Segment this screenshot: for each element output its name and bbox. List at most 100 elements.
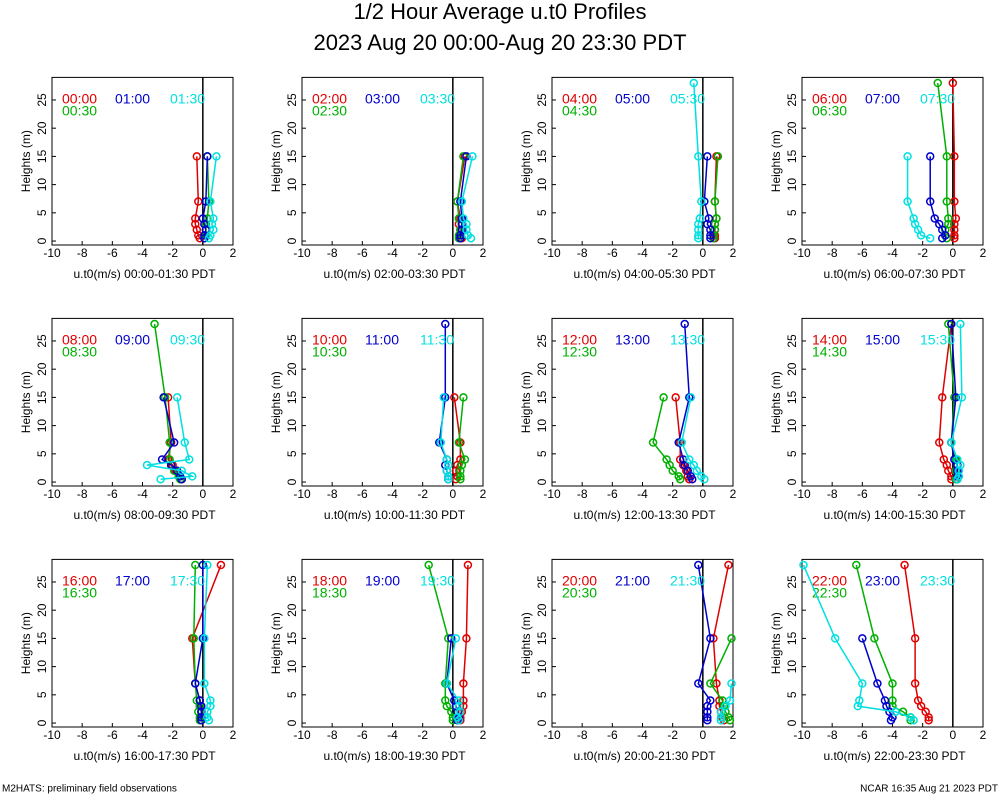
profile-point (209, 214, 218, 223)
y-tick-label: 20 (35, 603, 49, 617)
profile-point (695, 214, 705, 223)
profile-point (442, 455, 452, 464)
profile-point (424, 560, 433, 570)
profile-point (203, 152, 212, 161)
footer-right: NCAR 16:35 Aug 21 2023 PDT (860, 784, 998, 795)
legend-entry: 16:00 (62, 573, 97, 589)
legend-entry: 17:00 (115, 573, 150, 589)
profile-point (463, 560, 473, 570)
profile-point (694, 679, 703, 688)
profile-point (933, 78, 942, 88)
profile-point (447, 634, 456, 643)
y-tick-label: 20 (285, 121, 299, 135)
legend-entry: 22:00 (812, 573, 847, 589)
legend-entry: 00:30 (62, 103, 97, 119)
profile-point (459, 696, 468, 705)
y-tick-label: 10 (35, 660, 49, 674)
profile-point (188, 472, 197, 481)
x-tick-label: 2 (980, 487, 987, 501)
y-tick-label: 15 (285, 390, 299, 404)
x-tick-label: 2 (230, 728, 237, 742)
x-tick-label: 0 (199, 246, 206, 260)
legend-entry: 10:00 (312, 332, 347, 348)
profile-point (456, 233, 465, 243)
y-axis-label: Heights (m) (269, 612, 283, 674)
profile-point (436, 438, 446, 447)
x-tick-label: -2 (417, 728, 428, 742)
y-tick-label: 25 (285, 93, 299, 107)
profile-point (680, 460, 689, 470)
x-tick-label: -6 (607, 246, 618, 260)
profile-point (710, 225, 720, 235)
x-tick-label: -6 (107, 246, 118, 260)
legend-entry: 16:30 (62, 585, 97, 601)
profile-point (200, 634, 209, 643)
x-tick-label: -10 (293, 246, 311, 260)
profile-point (459, 152, 468, 161)
x-tick-label: -2 (917, 246, 928, 260)
y-tick-label: 0 (285, 237, 299, 244)
x-tick-label: -2 (667, 246, 678, 260)
profile-point (200, 679, 209, 688)
profile-point (212, 152, 221, 161)
profile-point (706, 696, 715, 705)
y-axis-label: Heights (m) (269, 130, 283, 192)
profile-point (456, 466, 465, 476)
y-tick-label: 25 (785, 93, 799, 107)
profile-point (721, 701, 730, 711)
x-tick-label: 2 (730, 728, 737, 742)
x-tick-label: -2 (167, 487, 178, 501)
profile-point (159, 393, 168, 402)
x-tick-label: 0 (199, 728, 206, 742)
profile-point (909, 214, 918, 223)
legend-entry: 01:00 (115, 91, 150, 107)
y-tick-label: 0 (35, 719, 49, 726)
legend-entry: 02:00 (312, 91, 347, 107)
y-tick-label: 5 (35, 209, 49, 216)
profile-point (910, 679, 920, 688)
legend-entry: 04:30 (562, 103, 597, 119)
profile-point (169, 438, 179, 447)
x-tick-label: -2 (667, 728, 678, 742)
y-tick-label: 15 (785, 631, 799, 645)
profile-point (704, 214, 714, 223)
y-tick-label: 0 (535, 478, 549, 485)
y-tick-label: 5 (285, 209, 299, 216)
x-tick-label: -6 (357, 246, 368, 260)
profile-point (944, 214, 953, 223)
profile-point (197, 701, 206, 711)
legend-entry: 10:30 (312, 344, 347, 360)
x-tick-label: 2 (480, 487, 487, 501)
x-tick-label: 0 (949, 246, 956, 260)
profile-point (463, 231, 473, 240)
x-tick-label: -2 (417, 246, 428, 260)
y-tick-label: 5 (785, 450, 799, 457)
profile-point (197, 707, 206, 717)
profile-line (146, 397, 195, 480)
profile-point (727, 679, 736, 688)
profile-point (727, 634, 736, 643)
y-tick-label: 10 (35, 178, 49, 192)
x-tick-label: -2 (167, 246, 178, 260)
profile-point (703, 707, 712, 717)
profile-point (716, 713, 726, 722)
profile-point (680, 319, 689, 329)
profile-point (195, 696, 205, 705)
y-tick-label: 5 (785, 691, 799, 698)
profile-point (870, 634, 879, 643)
legend-entry: 21:00 (615, 573, 650, 589)
profile-point (206, 197, 215, 206)
x-tick-label: 0 (449, 487, 456, 501)
y-tick-label: 10 (785, 419, 799, 433)
legend-entry: 09:30 (170, 332, 205, 348)
profile-point (456, 707, 465, 717)
profile-point (921, 707, 930, 717)
profile-point (694, 233, 703, 243)
profile-point (950, 231, 959, 240)
profile-point (191, 219, 200, 229)
y-tick-label: 5 (785, 209, 799, 216)
x-tick-label: 0 (199, 487, 206, 501)
x-tick-label: 0 (449, 246, 456, 260)
y-tick-label: 0 (35, 478, 49, 485)
y-tick-label: 10 (285, 178, 299, 192)
